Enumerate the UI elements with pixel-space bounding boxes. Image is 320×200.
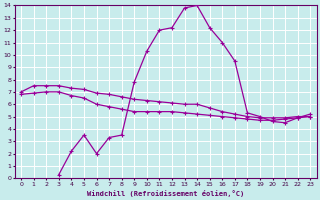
- X-axis label: Windchill (Refroidissement éolien,°C): Windchill (Refroidissement éolien,°C): [87, 190, 244, 197]
